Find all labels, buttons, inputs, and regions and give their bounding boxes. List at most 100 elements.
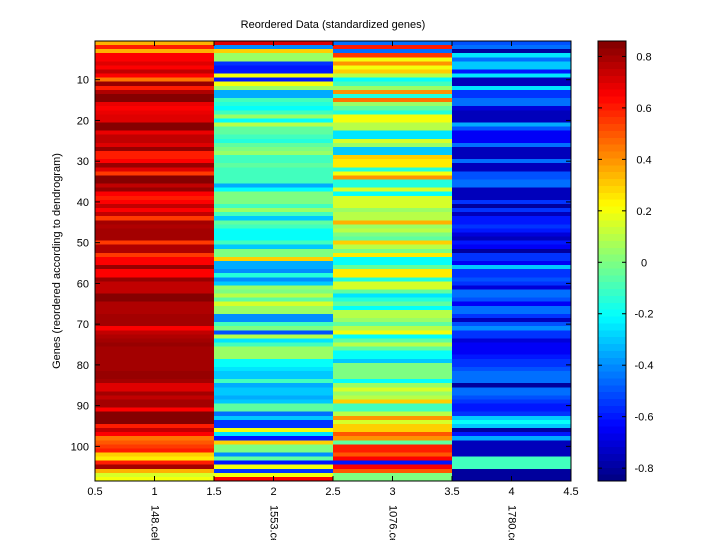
heatmap-cell (452, 98, 572, 103)
heatmap-cell (452, 167, 572, 172)
colorbar-segment (598, 419, 626, 427)
heatmap-cell (452, 89, 572, 95)
colorbar-segment (598, 453, 626, 461)
colorbar-segment (598, 302, 626, 310)
heatmap-cell (452, 216, 572, 221)
heatmap-cell (214, 391, 334, 396)
heatmap-cell (452, 236, 572, 242)
heatmap-cell (214, 366, 334, 372)
colorbar-segment (598, 164, 626, 173)
heatmap-cell (452, 269, 572, 274)
heatmap-cell (333, 436, 453, 441)
heatmap-cell (452, 362, 572, 368)
heatmap-cell (452, 85, 572, 91)
heatmap-cell (214, 415, 334, 421)
heatmap-cell (214, 203, 334, 209)
colorbar-segment (598, 130, 626, 138)
colorbar-segment (598, 102, 626, 111)
y-tick-label: 10 (77, 75, 89, 87)
x-tick-label: 3.5 (444, 486, 459, 498)
heatmap-cell (214, 285, 334, 291)
heatmap-cell (214, 407, 334, 413)
heatmap-cell (452, 248, 572, 254)
heatmap-cell (452, 387, 572, 392)
heatmap-cell (452, 415, 572, 421)
heatmap-cell (214, 460, 334, 466)
heatmap-cell (452, 45, 572, 50)
heatmap-cell (214, 472, 334, 478)
colorbar-segment (598, 151, 626, 159)
heatmap-cell (452, 159, 572, 164)
colorbar-frame (597, 40, 627, 482)
heatmap-cell (333, 114, 453, 119)
heatmap-cell (214, 297, 334, 303)
heatmap-cell (95, 175, 215, 181)
heatmap-cell (214, 371, 334, 376)
heatmap-cell (95, 110, 215, 115)
heatmap-cell (95, 151, 215, 156)
heatmap-cell (333, 73, 453, 79)
heatmap-cell (333, 220, 453, 225)
heatmap-cell (95, 289, 215, 295)
heatmap-cell (452, 126, 572, 132)
heatmap-cell (214, 436, 334, 441)
heatmap-cell (214, 93, 334, 99)
heatmap-cell (95, 53, 215, 58)
heatmap-cell (95, 354, 215, 360)
heatmap-cell (333, 85, 453, 91)
heatmap-cell (214, 354, 334, 360)
heatmap-cell (95, 326, 215, 331)
colorbar-tick-label: 0.4 (636, 154, 651, 166)
heatmap-cell (95, 98, 215, 103)
heatmap-cell (214, 114, 334, 119)
heatmap-cell (333, 53, 453, 58)
heatmap-cell (95, 102, 215, 107)
y-tick-label: 30 (77, 156, 89, 168)
heatmap-cell (333, 419, 453, 425)
heatmap-cell (333, 334, 453, 339)
heatmap-cell (452, 338, 572, 343)
heatmap-cell (95, 57, 215, 62)
heatmap-cell (214, 240, 334, 246)
heatmap-cell (333, 244, 453, 250)
heatmap-cell (333, 142, 453, 148)
heatmap-cell (333, 383, 453, 388)
heatmap-cell (333, 387, 453, 392)
heatmap-cell (333, 256, 453, 262)
heatmap-cell (452, 391, 572, 396)
colorbar-segment (598, 54, 626, 63)
heatmap-cell (452, 330, 572, 335)
heatmap-cell (452, 252, 572, 258)
heatmap-cell (214, 142, 334, 148)
heatmap-cell (214, 399, 334, 405)
heatmap-cell (333, 248, 453, 254)
heatmap-cell (95, 85, 215, 91)
heatmap-cell (95, 171, 215, 176)
heatmap-cell (95, 106, 215, 111)
heatmap-cell (214, 252, 334, 258)
heatmap-cell (214, 228, 334, 233)
colorbar-segment (598, 109, 626, 118)
heatmap-cell (452, 244, 572, 250)
heatmap-cell (333, 216, 453, 221)
heatmap-cell (214, 305, 334, 311)
y-tick-label: 20 (77, 115, 89, 127)
heatmap-cell (95, 248, 215, 254)
heatmap-cell (95, 383, 215, 388)
heatmap-cell (95, 440, 215, 445)
heatmap-cell (452, 114, 572, 119)
heatmap-cell (452, 106, 572, 111)
heatmap-cell (95, 199, 215, 205)
heatmap-cell (95, 134, 215, 140)
heatmap-cell (214, 379, 334, 384)
heatmap-cell (452, 256, 572, 262)
heatmap-cell (333, 199, 453, 205)
heatmap-cell (214, 49, 334, 54)
heatmap-cell (214, 236, 334, 242)
heatmap-cell (333, 167, 453, 172)
heatmap-cell (333, 261, 453, 266)
y-tick-label: 70 (77, 319, 89, 331)
heatmap-cell (333, 309, 453, 315)
heatmap-cell (214, 375, 334, 380)
heatmap-cell (214, 322, 334, 327)
